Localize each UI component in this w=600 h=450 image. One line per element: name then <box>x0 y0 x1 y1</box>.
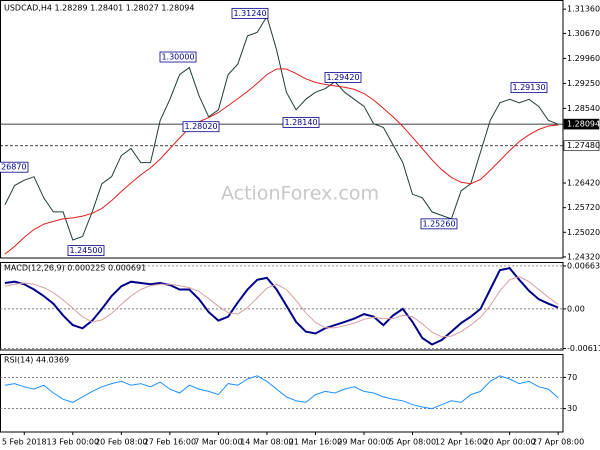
annotation-box <box>420 218 458 230</box>
annotation-label: 1.29420 <box>326 73 359 82</box>
annotation-label: 1.26870 <box>0 163 27 172</box>
annotation-label: 1.24500 <box>69 246 102 255</box>
y-tick-label: 1.28540 <box>567 104 600 113</box>
annotation-box <box>0 161 29 173</box>
annotation-label: 1.28140 <box>284 118 317 127</box>
y-tick-label: 1.29960 <box>567 54 600 63</box>
x-tick-label: 20 Feb 08:00 <box>95 438 147 447</box>
watermark: ActionForex.com <box>221 183 379 205</box>
y-tick-label: 30 <box>567 404 577 413</box>
price-title: USDCAD,H4 1.28289 1.28401 1.28027 1.2809… <box>4 4 194 13</box>
annotation-label: 1.29130 <box>512 83 545 92</box>
x-tick-label: 27 Apr 08:00 <box>532 438 584 447</box>
x-tick-label: 27 Feb 16:00 <box>144 438 196 447</box>
annotation-box <box>231 7 269 19</box>
y-tick-label: 70 <box>567 373 577 382</box>
macd-frame <box>0 262 564 351</box>
x-tick-label: 5 Apr 08:00 <box>389 438 436 447</box>
level-box <box>563 118 600 130</box>
series-line <box>4 68 559 255</box>
series-line <box>4 15 559 241</box>
level-box <box>563 140 600 152</box>
y-tick-label: 0.006639 <box>567 261 600 270</box>
x-tick-label: 7 Mar 00:00 <box>194 438 242 447</box>
annotation-label: 1.30000 <box>161 53 194 62</box>
x-tick-label: 5 Feb 2018 <box>2 438 47 447</box>
x-tick-label: 14 Mar 08:00 <box>240 438 293 447</box>
macd-title: MACD(12,26,9) 0.000225 0.000691 <box>4 264 146 273</box>
price-frame <box>0 0 564 259</box>
rsi-title: RSI(14) 44.0369 <box>4 356 69 365</box>
series-line <box>4 266 559 346</box>
y-tick-label: 1.30670 <box>567 29 600 38</box>
annotation-label: 1.25260 <box>422 219 455 228</box>
y-tick-label: 1.26420 <box>567 179 600 188</box>
y-tick-label: 1.29250 <box>567 79 600 88</box>
y-tick-label: 1.25020 <box>567 228 600 237</box>
y-tick-label: 1.24320 <box>567 252 600 261</box>
x-tick-label: 12 Apr 16:00 <box>435 438 487 447</box>
series-line <box>4 375 559 410</box>
level-label: 1.27480 <box>567 141 600 150</box>
y-tick-label: -0.006114 <box>567 344 600 353</box>
panel <box>0 265 563 349</box>
annotation-box <box>510 82 548 94</box>
panel <box>0 375 563 410</box>
x-tick-label: 13 Feb 00:00 <box>47 438 99 447</box>
y-tick-label: 1.25720 <box>567 203 600 212</box>
x-tick-label: 20 Apr 00:00 <box>484 438 536 447</box>
y-tick-label: 1.31360 <box>567 5 600 14</box>
annotation-box <box>282 117 320 128</box>
annotation-box <box>159 51 197 63</box>
panel: 1.31240 1.30000 1.28020 1.28140 1.29420 1.291… <box>0 7 563 257</box>
y-tick-label: 0.00 <box>567 304 585 313</box>
rsi-frame <box>0 354 564 433</box>
annotation-label: 1.31240 <box>233 9 266 18</box>
level-label: 1.28094 <box>567 120 600 129</box>
x-tick-label: 21 Mar 16:00 <box>289 438 342 447</box>
annotation-label: 1.28020 <box>184 122 217 131</box>
x-tick-label: 29 Mar 00:00 <box>337 438 390 447</box>
annotation-box <box>324 72 362 83</box>
series-line <box>4 276 559 338</box>
annotation-box <box>182 121 220 133</box>
annotation-box <box>67 245 105 257</box>
